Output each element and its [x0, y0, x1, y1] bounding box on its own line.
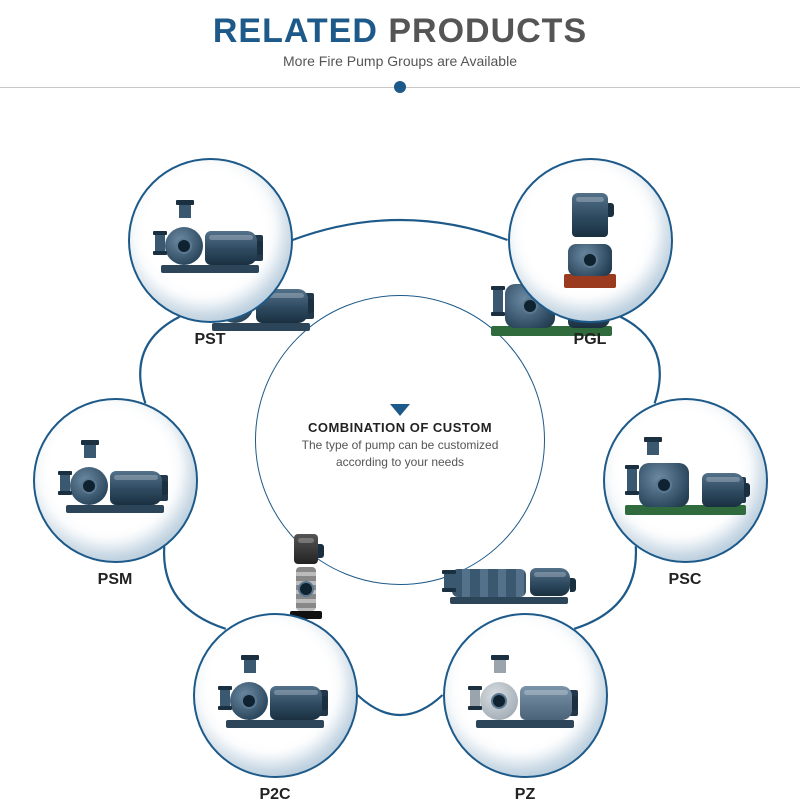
pump-icon [470, 663, 580, 728]
edge-PST-PGL [293, 220, 508, 240]
page-subtitle: More Fire Pump Groups are Available [0, 53, 800, 69]
product-node-psm[interactable]: PSM [33, 398, 198, 563]
edge-PZ-P2C [358, 695, 443, 715]
product-label: P2C [259, 786, 290, 804]
pump-icon [220, 663, 330, 728]
pump-icon [550, 193, 630, 288]
product-node-psc[interactable]: PSC [603, 398, 768, 563]
product-label: PZ [515, 786, 535, 804]
divider-dot [394, 81, 406, 93]
hub-title: COMBINATION OF CUSTOM [308, 420, 492, 435]
page-title: RELATED PRODUCTS [0, 12, 800, 51]
header: RELATED PRODUCTS More Fire Pump Groups a… [0, 0, 800, 69]
pump-icon [623, 445, 748, 515]
title-accent: RELATED [213, 12, 378, 50]
product-label: PGL [574, 331, 607, 349]
edge-P2C-PSM [164, 546, 226, 629]
center-hub: COMBINATION OF CUSTOM The type of pump c… [255, 295, 545, 585]
diagram-arena: COMBINATION OF CUSTOM The type of pump c… [0, 95, 800, 785]
product-node-pgl[interactable]: PGL [508, 158, 673, 323]
hub-pump-br [444, 554, 574, 609]
product-label: PSM [98, 571, 133, 589]
product-label: PSC [669, 571, 702, 589]
down-arrow-icon [390, 404, 410, 416]
pump-icon [155, 208, 265, 273]
edge-PGL-PSC [620, 317, 659, 404]
product-label: PST [194, 331, 225, 349]
product-node-pst[interactable]: PST [128, 158, 293, 323]
hub-pump-bl [286, 534, 336, 619]
product-node-p2c[interactable]: P2C [193, 613, 358, 778]
hub-text: The type of pump can be customized accor… [300, 437, 500, 469]
product-node-pz[interactable]: PZ [443, 613, 608, 778]
divider [0, 79, 800, 95]
edge-PSC-PZ [574, 546, 636, 629]
edge-PSM-PST [140, 317, 179, 404]
title-rest: PRODUCTS [378, 12, 587, 50]
pump-icon [60, 448, 170, 513]
